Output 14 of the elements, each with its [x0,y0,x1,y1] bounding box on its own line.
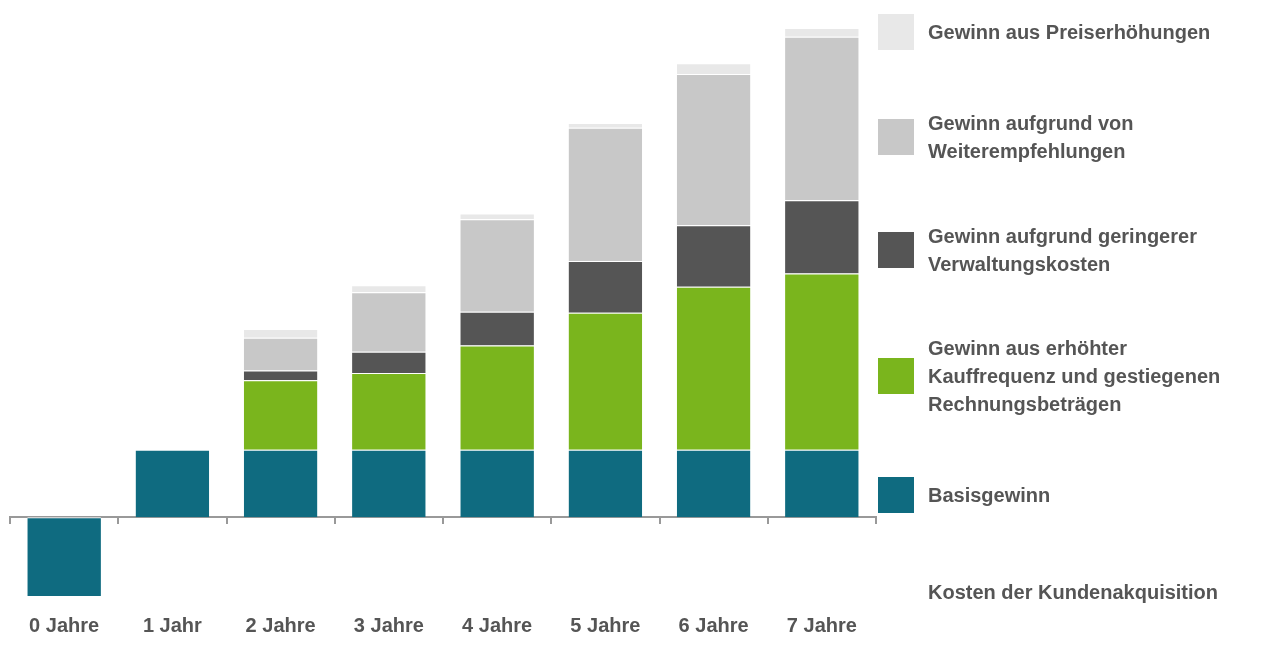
legend-label: Gewinn aufgrund geringerer Verwaltungskosten [928,223,1198,277]
x-tick-label: 2 Jahre [245,613,316,636]
legend-label: Gewinn aus erhöhter Kauffrequenz und gestiegenen Rechnungsbeträgen [928,336,1222,418]
legend-label: Gewinn aus Preiserhöhungen [928,20,1211,45]
legend-label: Basisgewinn [928,483,1051,509]
x-tick-label: 3 Jahre [353,613,424,636]
x-tick-label: 4 Jahre [462,613,533,636]
x-tick-label: 6 Jahre [678,613,749,636]
x-tick-label: 7 Jahre [786,613,857,636]
legend-label: Gewinn aufgrund von Weiterempfehlungen [928,110,1135,164]
x-tick-label: 0 Jahre [29,613,100,636]
x-tick-label: 1 Jahr [142,613,203,636]
text: Kosten der Kundenakquisition [928,580,1220,605]
x-tick-label: 5 Jahre [570,613,641,636]
